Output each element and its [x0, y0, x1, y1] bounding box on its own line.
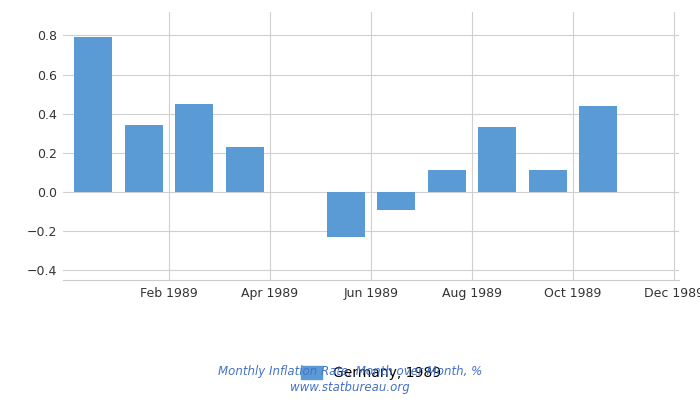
Bar [74, 38, 112, 192]
Bar [226, 147, 264, 192]
Bar [125, 126, 162, 192]
Legend: Germany, 1989: Germany, 1989 [295, 360, 447, 386]
Bar [327, 192, 365, 237]
Bar [528, 170, 567, 192]
Bar [478, 128, 516, 192]
Bar [580, 106, 617, 192]
Text: www.statbureau.org: www.statbureau.org [290, 382, 410, 394]
Bar [377, 192, 415, 210]
Text: Monthly Inflation Rate, Month over Month, %: Monthly Inflation Rate, Month over Month… [218, 365, 482, 378]
Bar [428, 170, 466, 192]
Bar [175, 104, 214, 192]
